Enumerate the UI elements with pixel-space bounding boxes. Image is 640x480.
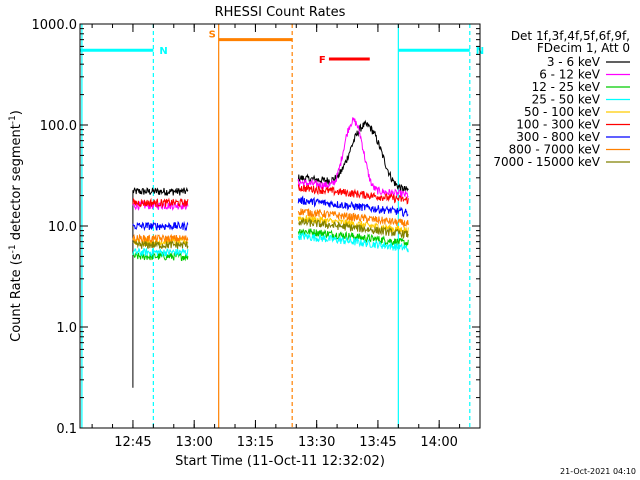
interval-bars: N NSF [80,30,484,66]
interval-label-3: F [319,55,326,66]
y-axis-ticks: 0.1 1.0 10.0 100.0 1000.0 [32,18,480,437]
legend-label-5: 100 - 300 keV [516,118,600,132]
series-6 [132,195,409,232]
legend-label-1: 6 - 12 keV [539,68,601,82]
series-0 [132,119,409,388]
x-tick-label-3: 13:30 [298,435,335,450]
x-tick-label-0: 12:45 [114,435,151,450]
legend-header-line-2: FDecim 1, Att 0 [537,41,630,55]
y-tick-label-0: 0.1 [56,422,77,437]
series-1 [132,117,409,211]
series-6-segment-0 [132,220,189,232]
series-0-segment-1 [297,119,409,193]
x-tick-label-5: 14:00 [420,435,457,450]
series-7-segment-1 [297,208,409,228]
legend-label-6: 300 - 800 keV [516,130,600,144]
legend-label-2: 12 - 25 keV [532,80,601,94]
series-2-segment-1 [297,228,409,247]
legend-label-8: 7000 - 15000 keV [493,155,600,169]
y-tick-label-3: 100.0 [40,119,77,134]
legend-label-7: 800 - 7000 keV [509,143,601,157]
y-tick-label-2: 10.0 [48,220,77,235]
x-tick-label-1: 13:00 [175,435,212,450]
series-3-segment-1 [297,231,409,253]
series-8 [132,217,409,250]
legend: Det 1f,3f,4f,5f,6f,9f, FDecim 1, Att 0 3… [493,29,630,169]
series-5-segment-0 [132,197,189,209]
legend-header-line-1: Det 1f,3f,4f,5f,6f,9f, [511,29,630,43]
legend-label-3: 25 - 50 keV [532,93,601,107]
interval-label-2: S [209,30,216,41]
y-tick-label-1: 1.0 [56,321,77,336]
series-3-segment-0 [132,247,189,258]
series-0-segment-0 [132,186,189,388]
x-tick-label-2: 13:15 [237,435,274,450]
series-6-segment-1 [297,195,409,218]
series-5 [132,184,409,209]
x-tick-label-4: 13:45 [359,435,396,450]
series-1-segment-1 [297,117,409,199]
footer-timestamp: 21-Oct-2021 04:10 [560,467,636,476]
series-8-segment-1 [298,217,409,240]
x-axis-label: Start Time (11-Oct-11 12:32:02) [175,454,385,469]
legend-label-4: 50 - 100 keV [524,105,601,119]
series-3 [132,231,409,258]
y-axis-label: Count Rate (s-1 detector segment-1) [8,110,24,342]
y-tick-label-4: 1000.0 [32,18,78,33]
chart-title: RHESSI Count Rates [215,5,346,20]
plot-area [81,24,471,428]
legend-label-0: 3 - 6 keV [547,55,601,69]
series-8-segment-0 [132,240,189,250]
interval-label-0: N [159,46,167,57]
x-axis-ticks: 12:45 13:00 13:15 13:30 13:45 14:00 [91,24,481,450]
series-5-segment-1 [297,184,409,205]
